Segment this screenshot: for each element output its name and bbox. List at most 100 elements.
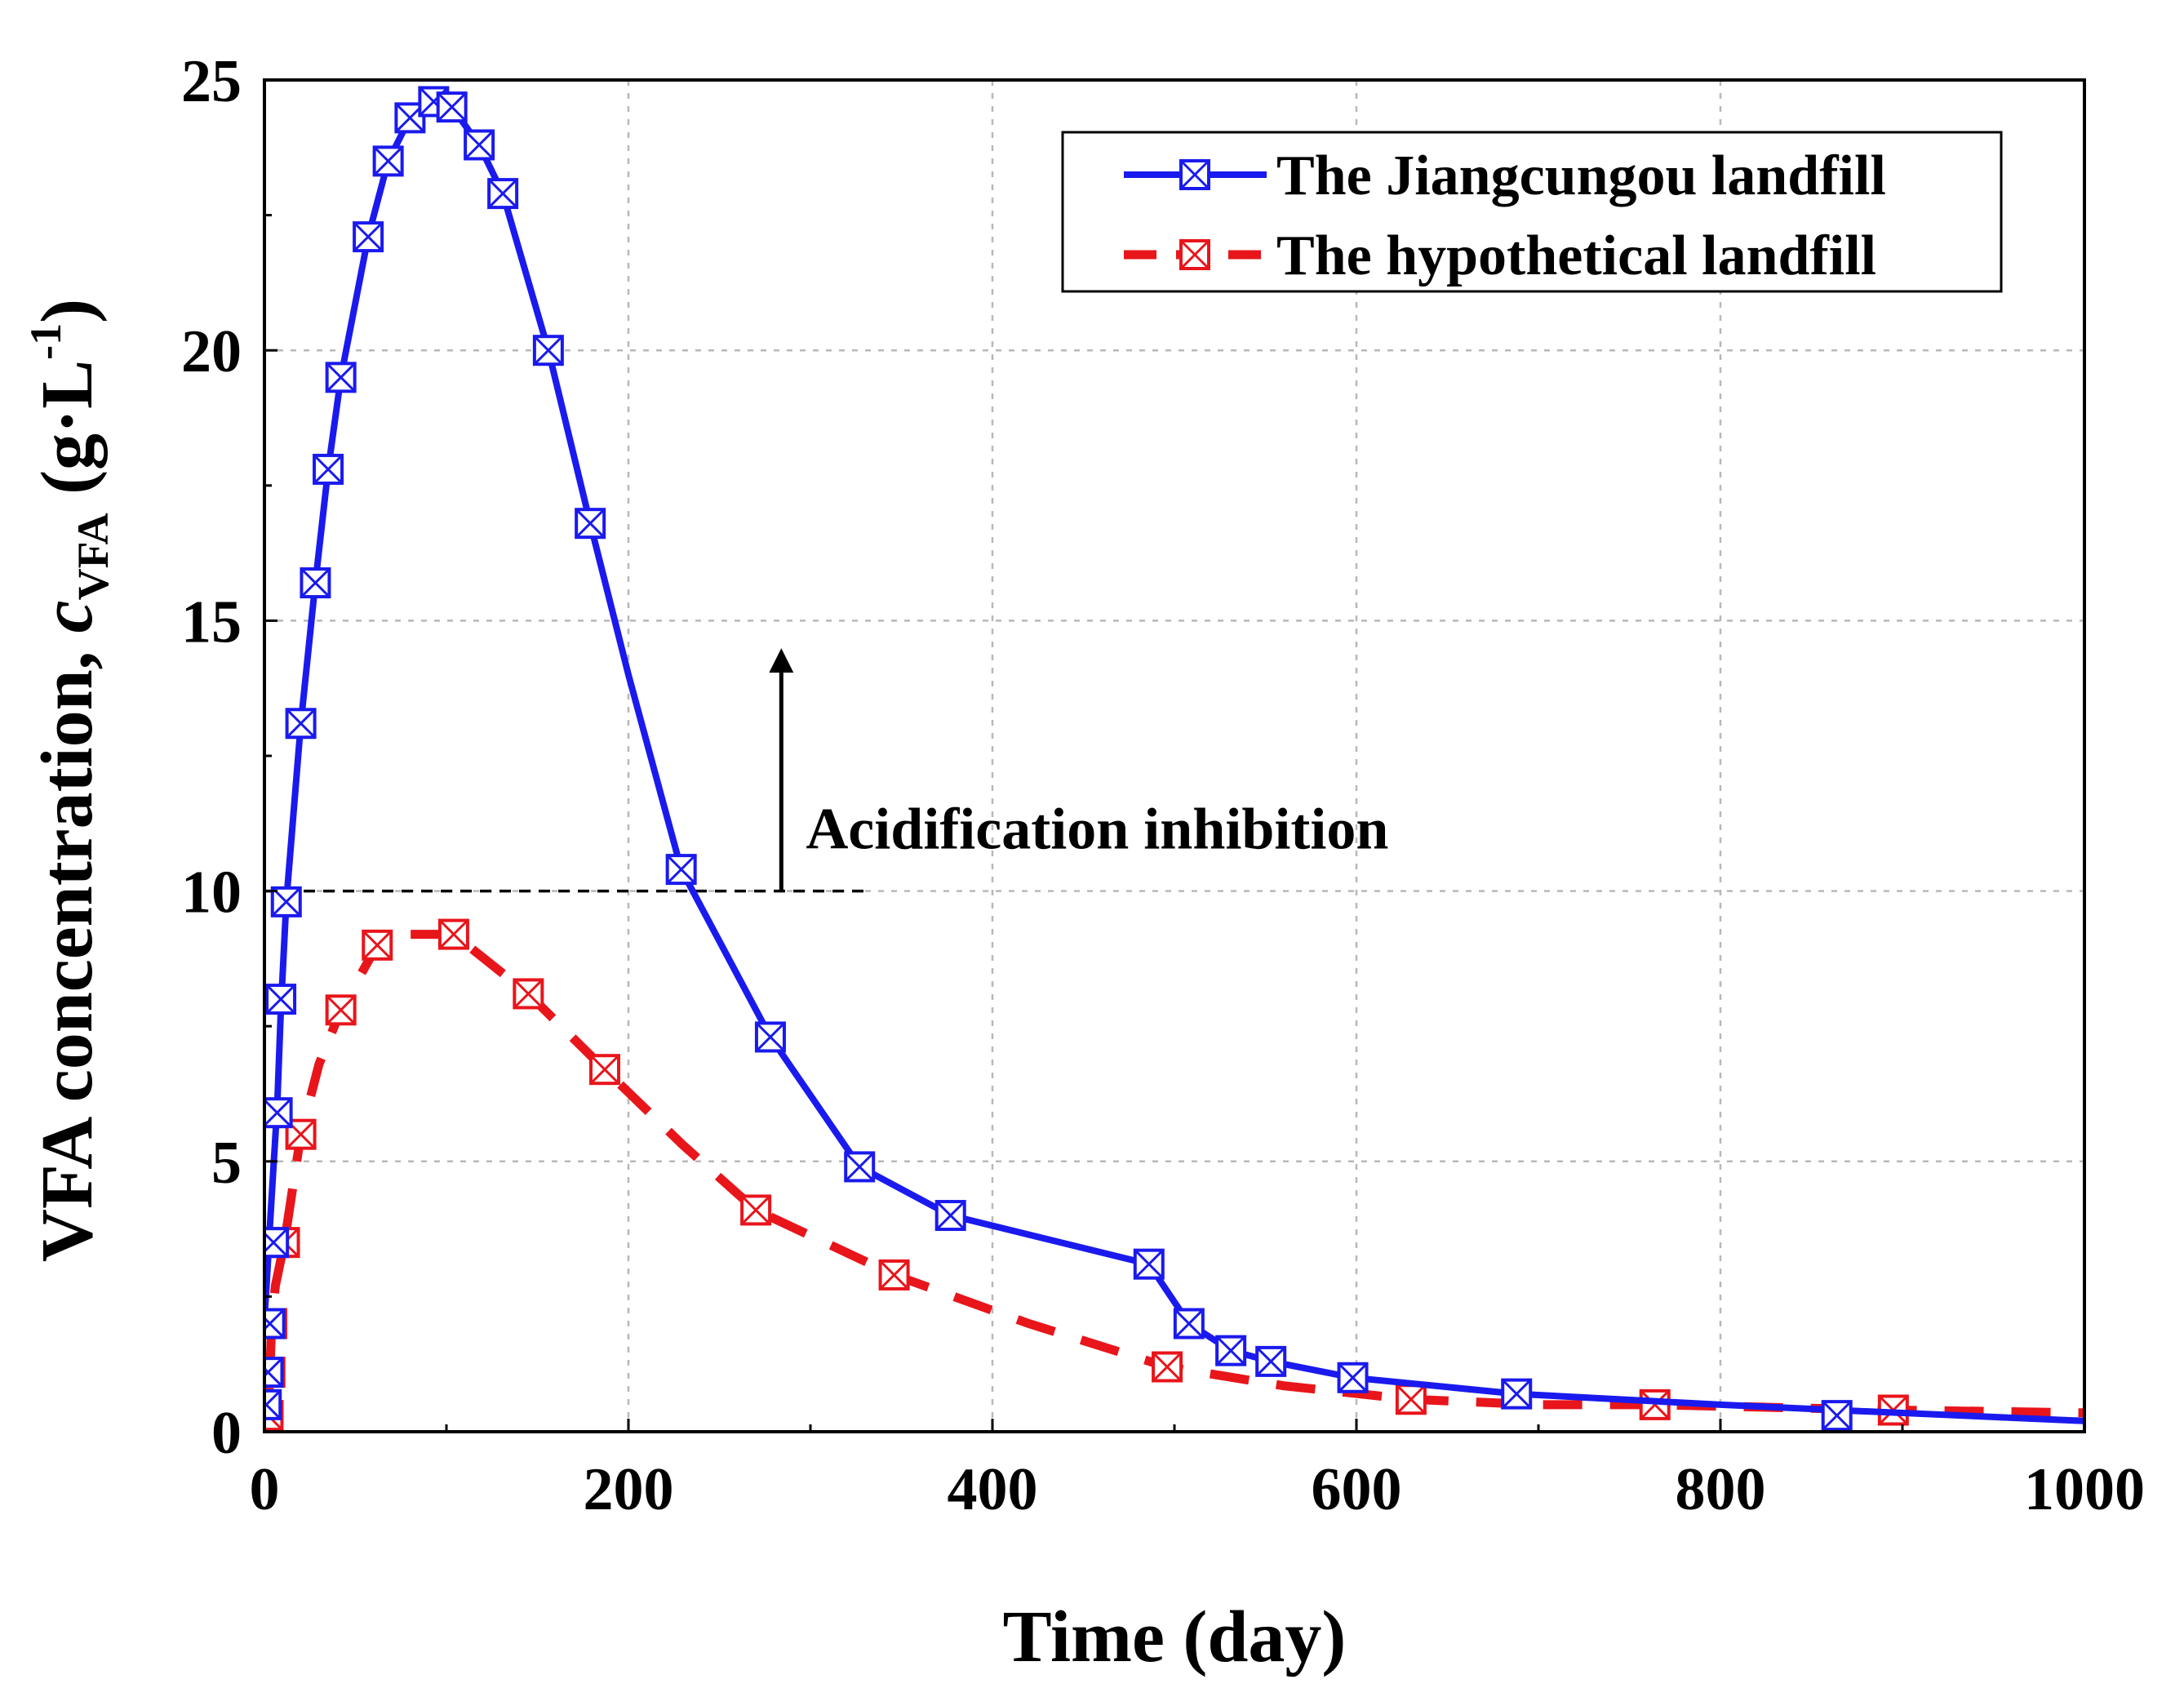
marker-box — [264, 1308, 286, 1339]
data-point-jiangcungou — [1215, 1335, 1247, 1366]
marker-cross-b — [1396, 1384, 1426, 1415]
data-point-jiangcungou — [934, 1200, 966, 1232]
marker-cross-b — [666, 855, 696, 885]
marker-cross-b — [1134, 1249, 1164, 1279]
marker-cross-b — [1640, 1389, 1670, 1419]
y-axis-title-unit-sup: -1 — [21, 323, 70, 360]
legend-box — [1061, 131, 2003, 293]
data-point-jiangcungou — [754, 1021, 786, 1053]
x-axis-title: Time (day) — [1003, 1597, 1347, 1677]
data-point-hypothetical — [437, 918, 469, 950]
data-point-hypothetical — [1639, 1388, 1671, 1420]
marker-box — [264, 1388, 282, 1420]
data-point-jiangcungou — [300, 567, 331, 599]
data-point-hypothetical — [740, 1194, 772, 1226]
marker-cross-b — [741, 1195, 771, 1225]
y-tick-label: 0 — [211, 1400, 242, 1467]
marker-cross-b — [1216, 1335, 1246, 1366]
data-point-jiangcungou — [464, 129, 495, 161]
marker-cross-b — [1502, 1379, 1532, 1409]
grid — [264, 80, 2084, 1432]
marker-cross-b — [266, 984, 296, 1015]
marker-cross-b — [353, 222, 384, 252]
data-point-jiangcungou — [372, 145, 404, 177]
data-point-hypothetical — [513, 978, 544, 1010]
y-axis-title-var: c — [27, 600, 108, 633]
data-point-hypothetical — [325, 994, 357, 1026]
series-layer — [264, 86, 2084, 1432]
data-point-jiangcungou — [1501, 1378, 1533, 1410]
marker-cross-b — [879, 1260, 909, 1290]
legend-marker — [1179, 159, 1210, 190]
annotation-layer: Acidification inhibition — [264, 648, 1388, 893]
x-tick-label: 0 — [250, 1456, 280, 1523]
marker-cross-b — [264, 1228, 289, 1254]
y-axis-title-unit-close: ) — [27, 299, 108, 323]
data-point-jiangcungou — [270, 886, 302, 917]
data-point-hypothetical — [1152, 1351, 1183, 1383]
marker-cross-b — [373, 146, 403, 176]
y-tick-label: 5 — [211, 1130, 242, 1197]
marker-box — [264, 1357, 284, 1388]
marker-cross-b — [755, 1022, 786, 1052]
data-point-jiangcungou — [532, 335, 564, 367]
y-tick-label: 10 — [181, 860, 242, 926]
y-axis-title-unit-open: (g·L — [27, 360, 108, 513]
marker-cross-b — [464, 130, 495, 160]
data-point-jiangcungou — [264, 1357, 284, 1388]
marker-cross-b — [533, 335, 563, 366]
x-tick-label: 1000 — [2024, 1456, 2145, 1523]
marker-cross-b — [313, 454, 344, 484]
marker-cross-b — [935, 1200, 965, 1231]
axis-titles: Time (day) VFA concentration, cVFA (g·L-1… — [21, 299, 1346, 1677]
marker-cross-b — [286, 709, 316, 739]
data-point-jiangcungou — [1821, 1400, 1853, 1432]
legend-label: The hypothetical landfill — [1276, 224, 1876, 287]
data-point-jiangcungou — [285, 708, 317, 740]
y-tick-label: 25 — [181, 48, 242, 115]
annotation-label: Acidification inhibition — [806, 797, 1388, 862]
marker-cross-b — [1179, 239, 1210, 270]
marker-cross-b — [1256, 1346, 1286, 1376]
marker-cross-b — [362, 930, 393, 960]
marker-cross-b — [437, 92, 467, 122]
y-axis-title-sub: VFA — [69, 513, 118, 600]
data-point-jiangcungou — [665, 854, 697, 886]
marker-cross-b — [1822, 1401, 1852, 1431]
marker-cross-b — [264, 1357, 283, 1378]
y-axis-title: VFA concentration, cVFA (g·L-1) — [21, 299, 118, 1262]
legend-label: The Jiangcungou landfill — [1276, 144, 1886, 207]
marker-cross-b — [300, 567, 331, 598]
marker-cross-b — [1179, 159, 1210, 190]
data-point-jiangcungou — [1337, 1362, 1369, 1393]
marker-cross-b — [438, 919, 468, 949]
marker-cross-b — [264, 1308, 285, 1331]
data-point-jiangcungou — [1255, 1345, 1287, 1377]
data-point-hypothetical — [362, 929, 393, 961]
marker-cross-b — [326, 995, 356, 1025]
series-line-jiangcungou — [264, 98, 2084, 1424]
x-tick-label: 800 — [1676, 1456, 1766, 1523]
marker-cross-b — [575, 509, 606, 539]
marker-cross-b — [264, 1389, 282, 1409]
data-point-jiangcungou — [325, 362, 357, 393]
axis-ticks: 0 200 400 600 800 1000 0 5 10 15 20 25 — [181, 48, 2145, 1523]
x-tick-label: 200 — [584, 1456, 674, 1523]
marker-cross-b — [1174, 1308, 1204, 1339]
marker-cross-b — [589, 1055, 620, 1085]
marker-cross-b — [488, 179, 518, 209]
data-point-jiangcungou — [264, 1097, 293, 1129]
data-point-jiangcungou — [353, 221, 384, 253]
marker-cross-b — [845, 1152, 875, 1182]
marker-cross-b — [513, 979, 544, 1009]
marker-cross-b — [271, 886, 301, 917]
data-point-hypothetical — [1395, 1384, 1427, 1415]
y-axis-title-main: VFA concentration, — [27, 633, 108, 1262]
y-tick-label: 15 — [181, 589, 242, 655]
data-point-jiangcungou — [264, 1227, 290, 1259]
data-point-jiangcungou — [394, 102, 426, 134]
data-point-jiangcungou — [844, 1151, 876, 1183]
data-point-jiangcungou — [436, 91, 468, 123]
